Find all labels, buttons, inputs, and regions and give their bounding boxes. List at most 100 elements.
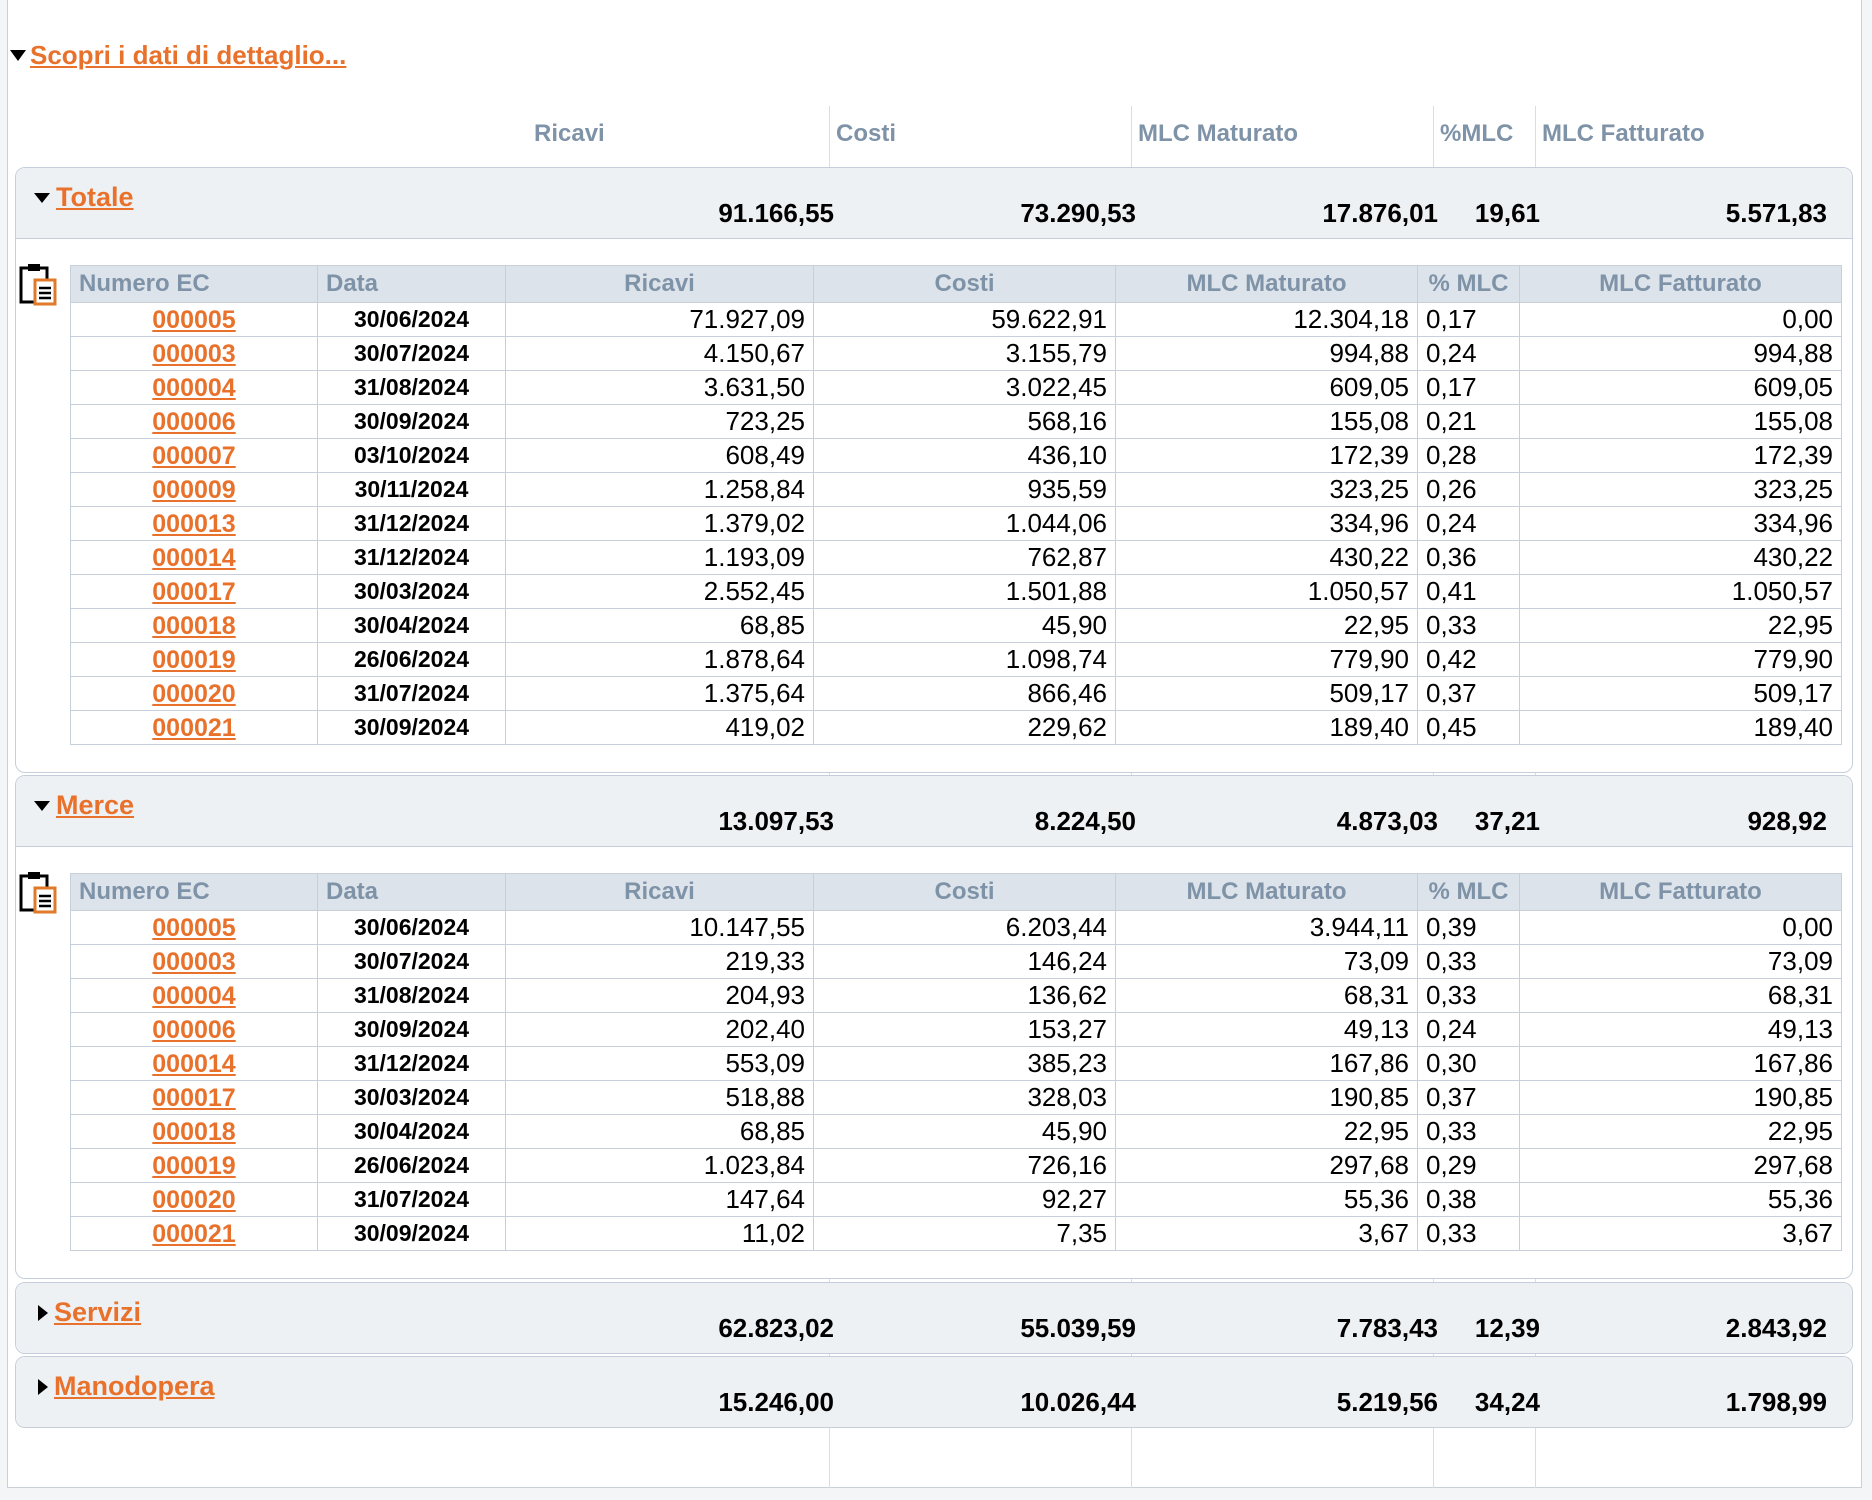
section-toggle[interactable]: Manodopera [38,1371,215,1402]
ricavi-cell: 1.193,09 [505,540,814,575]
section-title-link[interactable]: Merce [56,790,135,820]
th-mlc-maturato[interactable]: MLC Maturato [1115,873,1418,911]
mlc-maturato-cell: 609,05 [1115,370,1418,405]
pct-mlc-cell: 0,28 [1417,438,1520,473]
numero-ec-link[interactable]: 000019 [152,646,236,674]
mlc-fatturato-cell: 1.050,57 [1519,574,1842,609]
mlc-maturato-cell: 155,08 [1115,404,1418,439]
clipboard-icon[interactable] [18,870,58,914]
date-cell: 31/08/2024 [317,978,506,1013]
section-title-link[interactable]: Servizi [54,1297,142,1327]
numero-ec-link[interactable]: 000003 [152,340,236,368]
section-toggle[interactable]: Servizi [38,1297,141,1328]
ricavi-cell: 204,93 [505,978,814,1013]
section-title-link[interactable]: Totale [56,182,134,212]
pct-mlc-cell: 0,26 [1417,472,1520,507]
date-cell: 30/11/2024 [317,472,506,507]
numero-ec-cell: 000018 [70,608,318,643]
table-row: 000013 31/12/2024 1.379,02 1.044,06 334,96 0,… [70,506,1842,541]
pct-mlc-cell: 0,30 [1417,1046,1520,1081]
th-mlc-maturato[interactable]: MLC Maturato [1115,265,1418,303]
numero-ec-link[interactable]: 000021 [152,1220,236,1248]
col-header-mlc-fatturato: MLC Fatturato [1542,120,1705,147]
costi-cell: 92,27 [813,1182,1116,1217]
numero-ec-link[interactable]: 000005 [152,306,236,334]
numero-ec-link[interactable]: 000009 [152,476,236,504]
mlc-maturato-cell: 12.304,18 [1115,302,1418,337]
table-row: 000005 30/06/2024 71.927,09 59.622,91 12.304… [70,302,1842,337]
costi-cell: 436,10 [813,438,1116,473]
pct-mlc-cell: 0,45 [1417,710,1520,745]
clipboard-icon[interactable] [18,262,58,306]
numero-ec-cell: 000003 [70,944,318,979]
numero-ec-link[interactable]: 000019 [152,1152,236,1180]
section-toggle[interactable]: Totale [34,182,134,213]
numero-ec-link[interactable]: 000018 [152,1118,236,1146]
numero-ec-link[interactable]: 000017 [152,1084,236,1112]
section-title-link[interactable]: Manodopera [54,1371,215,1401]
numero-ec-link[interactable]: 000006 [152,1016,236,1044]
table-row: 000005 30/06/2024 10.147,55 6.203,44 3.944,1… [70,910,1842,945]
mlc-fatturato-cell: 22,95 [1519,1114,1842,1149]
th-data[interactable]: Data [317,265,506,303]
numero-ec-cell: 000021 [70,1216,318,1251]
mlc-maturato-cell: 334,96 [1115,506,1418,541]
numero-ec-link[interactable]: 000017 [152,578,236,606]
costi-cell: 935,59 [813,472,1116,507]
mlc-fatturato-cell: 22,95 [1519,608,1842,643]
mlc-maturato-cell: 779,90 [1115,642,1418,677]
numero-ec-link[interactable]: 000014 [152,1050,236,1078]
section-mlc-maturato: 5.219,56 [1336,1387,1438,1417]
numero-ec-link[interactable]: 000021 [152,714,236,742]
th-pct-mlc[interactable]: % MLC [1417,265,1520,303]
numero-ec-link[interactable]: 000014 [152,544,236,572]
col-header-ricavi: Ricavi [534,120,605,147]
th-numero-ec[interactable]: Numero EC [70,265,318,303]
section-toggle[interactable]: Merce [34,790,134,821]
th-data[interactable]: Data [317,873,506,911]
section-header: Totale 91.166,55 73.290,53 17.876,01 19,… [16,168,1852,239]
numero-ec-link[interactable]: 000004 [152,982,236,1010]
pct-mlc-cell: 0,42 [1417,642,1520,677]
numero-ec-link[interactable]: 000006 [152,408,236,436]
numero-ec-link[interactable]: 000018 [152,612,236,640]
costi-cell: 726,16 [813,1148,1116,1183]
costi-cell: 153,27 [813,1012,1116,1047]
numero-ec-link[interactable]: 000020 [152,1186,236,1214]
th-mlc-fatturato[interactable]: MLC Fatturato [1519,265,1842,303]
th-mlc-fatturato[interactable]: MLC Fatturato [1519,873,1842,911]
triangle-down-icon [34,192,50,203]
th-numero-ec[interactable]: Numero EC [70,873,318,911]
th-ricavi[interactable]: Ricavi [505,265,814,303]
mlc-fatturato-cell: 509,17 [1519,676,1842,711]
mlc-fatturato-cell: 49,13 [1519,1012,1842,1047]
ricavi-cell: 1.258,84 [505,472,814,507]
ricavi-cell: 1.375,64 [505,676,814,711]
section-mlc-fatturato: 1.798,99 [1725,1387,1827,1417]
costi-cell: 3.022,45 [813,370,1116,405]
th-costi[interactable]: Costi [813,265,1116,303]
date-cell: 30/07/2024 [317,944,506,979]
numero-ec-link[interactable]: 000003 [152,948,236,976]
th-costi[interactable]: Costi [813,873,1116,911]
mlc-maturato-cell: 430,22 [1115,540,1418,575]
th-ricavi[interactable]: Ricavi [505,873,814,911]
expand-details-link[interactable]: Scopri i dati di dettaglio... [30,40,347,70]
pct-mlc-cell: 0,33 [1417,1114,1520,1149]
detail-table-totale: Numero EC Data Ricavi Costi MLC Maturato… [70,265,1842,745]
th-pct-mlc[interactable]: % MLC [1417,873,1520,911]
numero-ec-link[interactable]: 000013 [152,510,236,538]
mlc-maturato-cell: 68,31 [1115,978,1418,1013]
pct-mlc-cell: 0,33 [1417,1216,1520,1251]
expand-details-toggle[interactable]: Scopri i dati di dettaglio... [10,40,346,71]
numero-ec-link[interactable]: 000004 [152,374,236,402]
ricavi-cell: 4.150,67 [505,336,814,371]
numero-ec-link[interactable]: 000007 [152,442,236,470]
table-row: 000021 30/09/2024 11,02 7,35 3,67 0,33 3,67 [70,1216,1842,1251]
numero-ec-link[interactable]: 000005 [152,914,236,942]
triangle-down-icon [34,800,50,811]
date-cell: 30/06/2024 [317,910,506,945]
section-mlc-maturato: 17.876,01 [1322,198,1438,228]
table-header-row: Numero EC Data Ricavi Costi MLC Maturato… [70,265,1842,303]
numero-ec-link[interactable]: 000020 [152,680,236,708]
